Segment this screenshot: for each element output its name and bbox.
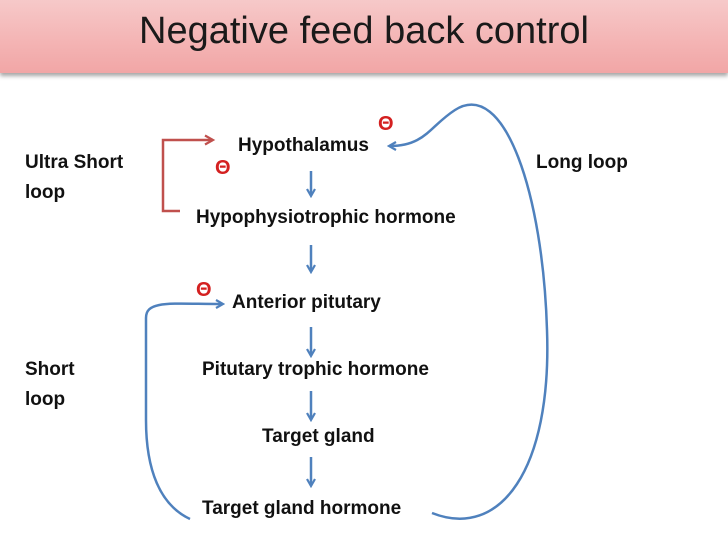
- inhibition-symbol-long-loop: Θ: [378, 113, 394, 135]
- label-ultra-short-loop: Ultra Short loop: [25, 152, 124, 203]
- node-anterior-pituitary: Anterior pitutary: [232, 292, 381, 313]
- short-loop-arrow: [144, 304, 222, 521]
- node-target-gland-hormone: Target gland hormone: [202, 498, 402, 519]
- ultra-short-loop-arrow: [161, 134, 216, 213]
- slide-title: Negative feed back control: [139, 10, 589, 52]
- title-bar: Negative feed back control: [0, 0, 728, 73]
- label-long-loop: Long loop: [536, 152, 628, 173]
- node-hypophysiotrophic-hormone: Hypophysiotrophic hormone: [196, 207, 456, 228]
- inhibition-symbol-ultra-short-loop: Θ: [215, 157, 231, 179]
- long-loop-arrow: [390, 103, 549, 520]
- node-target-gland: Target gland: [262, 426, 375, 447]
- node-pituitary-trophic-hormone: Pitutary trophic hormone: [202, 359, 429, 380]
- label-short-loop: Short loop: [25, 359, 75, 410]
- node-hypothalamus: Hypothalamus: [238, 135, 369, 156]
- inhibition-symbol-short-loop: Θ: [196, 279, 212, 301]
